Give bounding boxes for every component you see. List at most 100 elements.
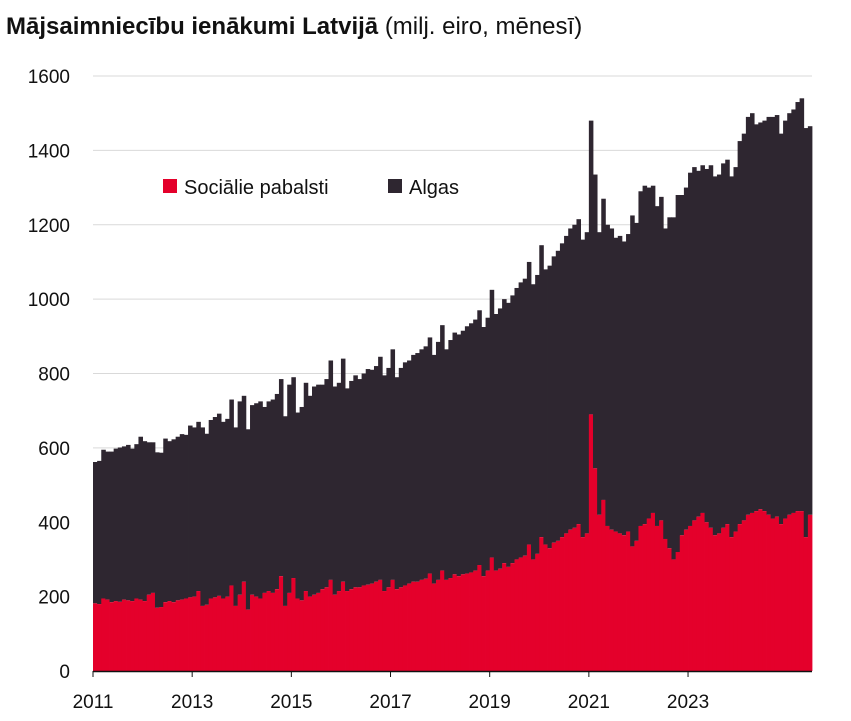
bar-social [617, 533, 623, 671]
bar-social [522, 555, 528, 671]
bar-social [373, 581, 379, 671]
bar-wages [328, 360, 334, 580]
bar-wages [324, 379, 329, 588]
bar-wages [245, 429, 251, 610]
bar-social [704, 522, 710, 671]
bar-wages [754, 124, 759, 512]
bar-social [390, 579, 396, 671]
bar-wages [237, 401, 243, 595]
bar-social [539, 537, 544, 671]
bar-wages [506, 302, 511, 567]
bar-wages [452, 332, 458, 575]
bar-wages [716, 174, 722, 534]
bar-wages [621, 241, 627, 536]
bar-wages [630, 215, 635, 547]
bar-social [737, 524, 743, 671]
bar-wages [163, 438, 168, 603]
bar-social [650, 512, 656, 671]
bar-wages [696, 170, 701, 517]
bar-wages [514, 287, 520, 560]
bar-wages [307, 395, 313, 597]
bar-wages [373, 366, 379, 582]
bar-social [667, 548, 672, 671]
bar-social [121, 599, 127, 671]
bar-social [93, 603, 98, 671]
bar-social [783, 518, 788, 671]
bar-wages [469, 323, 474, 573]
bar-social [671, 559, 677, 671]
bar-wages [535, 274, 540, 554]
y-tick-label: 1000 [28, 290, 70, 311]
bar-wages [229, 399, 234, 586]
bar-wages [353, 375, 358, 588]
bar-social [440, 570, 445, 671]
bar-wages [390, 349, 396, 580]
bar-wages [435, 341, 441, 580]
bar-social [250, 594, 255, 671]
bar-social [518, 557, 524, 671]
y-tick-label: 1600 [28, 67, 70, 88]
bar-social [588, 414, 594, 671]
bar-wages [109, 451, 115, 603]
bar-social [303, 591, 309, 671]
bar-wages [378, 356, 383, 580]
bar-wages [415, 353, 420, 582]
bar-wages [803, 128, 809, 538]
bar-social [109, 602, 115, 671]
bar-social [225, 596, 230, 671]
bar-wages [225, 418, 230, 597]
bar-wages [216, 413, 222, 596]
bar-wages [431, 354, 437, 584]
bar-social [564, 533, 569, 671]
bar-social [555, 540, 561, 671]
bar-wages [444, 349, 449, 580]
bar-social [712, 535, 718, 671]
bar-wages [692, 167, 697, 521]
x-tick-label: 2013 [171, 692, 213, 713]
bar-wages [642, 185, 648, 525]
bar-wages [473, 319, 478, 571]
bar-wages [700, 165, 705, 513]
bar-social [460, 574, 466, 671]
bar-wages [601, 198, 606, 500]
bar-social [448, 578, 453, 671]
bar-wages [411, 354, 416, 582]
bar-social [675, 552, 681, 671]
bar-social [183, 598, 189, 671]
bar-wages [741, 133, 747, 521]
bar-wages [258, 401, 263, 599]
bar-social [679, 535, 685, 671]
bar-social [262, 592, 267, 671]
bar-social [613, 531, 619, 671]
bar-wages [704, 168, 710, 523]
bar-social [435, 579, 441, 671]
bar-social [473, 570, 478, 671]
y-tick-label: 0 [59, 662, 70, 683]
bar-wages [274, 393, 280, 590]
bar-social [477, 565, 482, 671]
bar-social [130, 601, 135, 671]
bar-social [444, 579, 449, 671]
bar-social [493, 570, 499, 671]
bar-social [609, 529, 615, 671]
bar-wages [671, 217, 677, 560]
bar-social [733, 531, 739, 671]
bar-social [101, 598, 106, 671]
bar-wages [382, 375, 387, 592]
bar-wages [154, 452, 160, 608]
legend-swatch-wages [388, 179, 402, 193]
bar-wages [654, 206, 660, 526]
bar-wages [130, 448, 135, 602]
bar-social [770, 518, 776, 671]
bar-social [646, 518, 652, 671]
bar-wages [762, 120, 767, 512]
y-tick-label: 200 [38, 588, 70, 609]
bar-wages [419, 349, 424, 580]
bar-social [336, 591, 342, 671]
bar-social [605, 525, 610, 671]
bar-social [502, 563, 507, 671]
bar-social [576, 524, 581, 671]
bar-social [621, 535, 627, 671]
bar-social [175, 600, 181, 671]
bar-wages [179, 434, 185, 600]
